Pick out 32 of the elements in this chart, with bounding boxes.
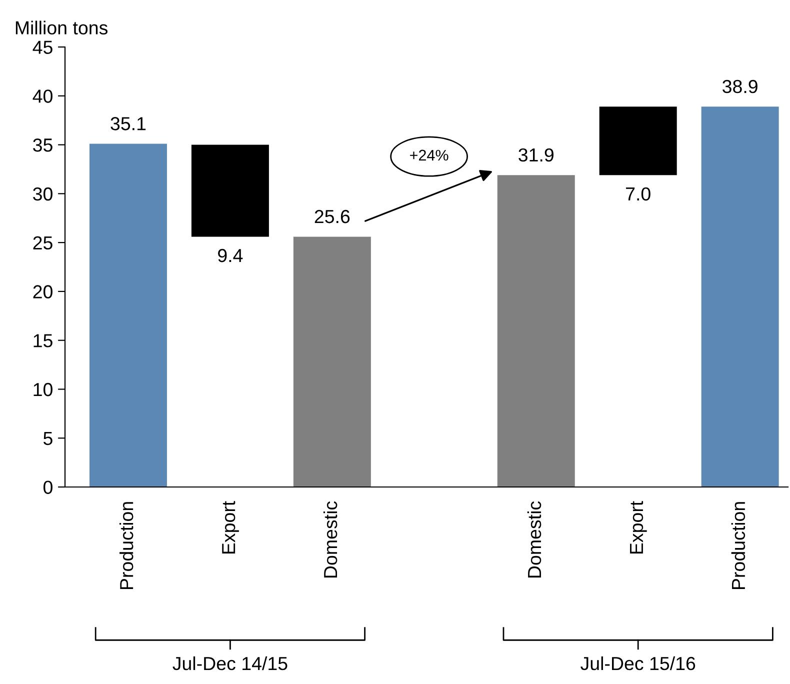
- data-label: 35.1: [110, 117, 146, 130]
- y-tick-label: 20: [33, 285, 52, 298]
- bar: [191, 144, 269, 237]
- text: Jul-Dec 15/16: [580, 656, 696, 670]
- y-tick-label: 25: [33, 236, 52, 250]
- bar: [89, 144, 167, 487]
- data-label: 9.4: [218, 248, 243, 262]
- bar: [599, 106, 677, 176]
- y-tick-label: 30: [33, 187, 52, 201]
- bar: [497, 175, 575, 487]
- y-tick-label: 0: [44, 480, 52, 494]
- x-tick-label: Domestic: [527, 501, 542, 578]
- x-tick-label: Production: [119, 502, 134, 589]
- y-tick-label: 5: [44, 432, 52, 446]
- annotation: +24%: [410, 150, 448, 161]
- data-label: 25.6: [314, 210, 350, 224]
- y-tick-label: 40: [32, 90, 52, 103]
- y-tick-label: 15: [34, 334, 52, 348]
- y-tick-label: 35: [33, 138, 52, 152]
- y-tick-label: 10: [34, 382, 52, 396]
- x-tick-label: Export: [222, 501, 239, 554]
- x-tick-label: Export: [630, 501, 647, 554]
- text: Jul-Dec 14/15: [172, 656, 288, 670]
- data-label: 7.0: [626, 187, 650, 201]
- x-tick-label: Domestic: [323, 501, 338, 578]
- bar: [293, 236, 371, 487]
- y-tick-label: 45: [32, 40, 52, 54]
- data-label: 31.9: [518, 148, 554, 162]
- y-axis-title: Million tons: [16, 20, 108, 34]
- bar: [701, 106, 779, 487]
- x-tick-label: Production: [731, 502, 746, 589]
- data-label: 38.9: [722, 80, 758, 94]
